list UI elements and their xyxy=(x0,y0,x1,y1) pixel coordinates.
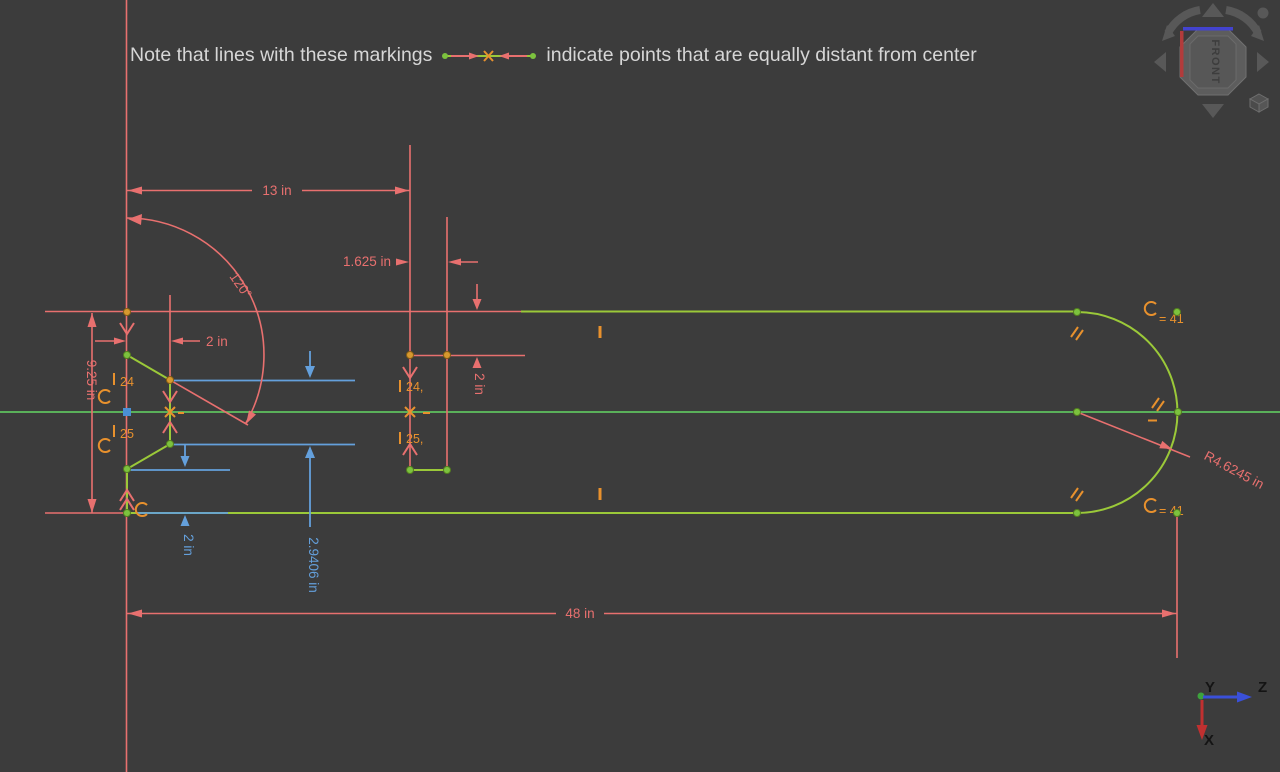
dimension-2in-left-label[interactable]: 2 in xyxy=(206,334,228,349)
vertical-constraint-icons[interactable] xyxy=(113,326,602,500)
constraint-label-25-left[interactable]: 25 xyxy=(120,427,134,441)
dimension-48in[interactable]: 48 in xyxy=(127,606,1177,621)
viewcube-left-arrow[interactable] xyxy=(1154,52,1166,72)
equal-distance-marker-legend-icon xyxy=(442,49,537,62)
dimension-2in-bottom[interactable]: 2 in xyxy=(180,444,197,556)
sketch-points[interactable] xyxy=(123,308,1182,517)
dimension-2-9406in-label[interactable]: 2.9406 in xyxy=(306,537,321,593)
view-cube[interactable]: FRONT xyxy=(1148,0,1280,132)
viewcube-up-arrow[interactable] xyxy=(1202,3,1224,17)
note-text-suffix: indicate points that are equally distant… xyxy=(546,44,977,66)
curvature-arrow-icons[interactable] xyxy=(97,301,1157,517)
viewcube-x-edge-highlight xyxy=(1180,31,1184,77)
constraint-label-24-mid[interactable]: 24, xyxy=(406,380,423,394)
triad-y-label: Y xyxy=(1205,679,1216,696)
dimension-2in-mid-label[interactable]: 2 in xyxy=(472,373,487,395)
dimension-13in[interactable]: 13 in xyxy=(127,183,410,198)
triad-x-label: X xyxy=(1204,732,1215,749)
viewcube-down-arrow[interactable] xyxy=(1202,104,1224,118)
note-text-prefix: Note that lines with these markings xyxy=(130,44,433,66)
dimension-2-9406in[interactable]: 2.9406 in xyxy=(305,351,321,593)
dimension-1-625in[interactable]: 1.625 in xyxy=(343,254,478,269)
constraint-number-labels[interactable]: 24 25 24, 25, = 41 = 41 xyxy=(120,312,1184,518)
viewcube-face-label[interactable]: FRONT xyxy=(1209,39,1221,84)
tangent-marker-icons[interactable] xyxy=(1070,326,1165,502)
dimension-120deg[interactable]: 120° xyxy=(126,214,265,424)
note-banner: Note that lines with these markings indi… xyxy=(130,44,977,67)
viewcube-right-arrow[interactable] xyxy=(1257,52,1269,72)
viewcube-orbit-dot[interactable] xyxy=(1257,7,1269,19)
dimension-radius-label[interactable]: R4.6245 in xyxy=(1202,448,1267,492)
dimension-radius[interactable]: R4.6245 in xyxy=(1076,411,1267,492)
equal-distance-markers[interactable] xyxy=(119,322,418,511)
triad-y-axis-stub xyxy=(1197,692,1205,700)
origin-point[interactable] xyxy=(123,408,131,416)
constraint-label-25-mid[interactable]: 25, xyxy=(406,432,423,446)
triad-z-label: Z xyxy=(1258,679,1268,696)
dimension-2in-bottom-label[interactable]: 2 in xyxy=(181,534,196,556)
dimension-2in-mid[interactable]: 2 in xyxy=(472,284,487,395)
dimension-1-625in-label[interactable]: 1.625 in xyxy=(343,254,391,269)
construction-lines-red[interactable] xyxy=(45,0,1178,772)
dimension-48in-label[interactable]: 48 in xyxy=(565,606,594,621)
axis-triad xyxy=(1196,691,1252,740)
constraint-label-24-left[interactable]: 24 xyxy=(120,375,134,389)
dimension-13in-label[interactable]: 13 in xyxy=(262,183,291,198)
viewcube-front-face[interactable] xyxy=(1189,35,1237,89)
viewcube-z-edge-highlight xyxy=(1183,27,1233,31)
dimension-9-25in[interactable]: 9.25 in xyxy=(84,313,99,513)
dimension-9-25in-label[interactable]: 9.25 in xyxy=(84,360,99,401)
construction-lines-blue[interactable] xyxy=(130,379,355,514)
center-cross-markers[interactable] xyxy=(164,406,430,418)
dimension-2in-left[interactable]: 2 in xyxy=(95,334,228,349)
